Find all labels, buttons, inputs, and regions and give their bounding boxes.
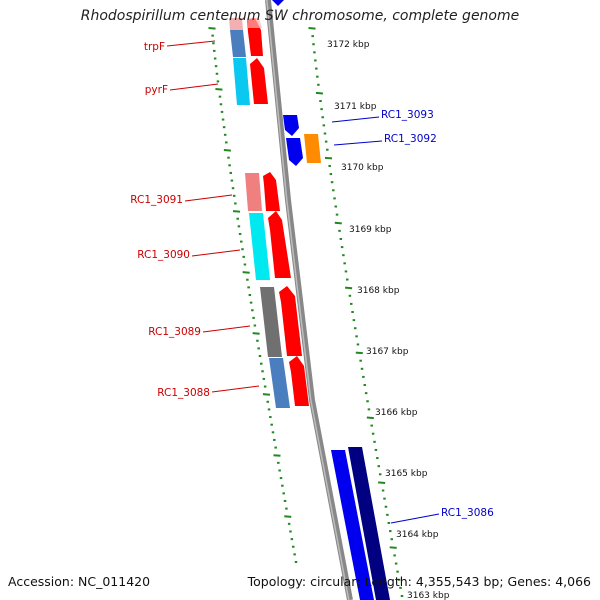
gene-arrow-trpF-cap	[247, 18, 262, 28]
kbp-tick-label: 3172 kbp	[327, 40, 370, 50]
kbp-tick-label: 3164 kbp	[396, 530, 439, 540]
plus-strand-genes	[283, 115, 390, 600]
chromosome-backbone	[265, 0, 353, 600]
gene-label-RC1_3091: RC1_3091	[130, 194, 183, 206]
gene-label-RC1_3093: RC1_3093	[381, 109, 434, 121]
kbp-tick-label: 3169 kbp	[349, 225, 392, 235]
major-tick	[308, 27, 316, 30]
minus-strand-cds-bars	[229, 18, 290, 408]
gene-bar-RC1_3086-light	[331, 450, 374, 600]
gene-arrow-RC1_3091	[263, 172, 280, 211]
major-tick	[208, 27, 216, 30]
major-tick	[378, 481, 386, 484]
gene-bar-RC1_3091	[245, 173, 262, 211]
major-tick	[315, 91, 324, 95]
leader-line	[390, 513, 440, 524]
gene-arrow-RC1_3089	[279, 286, 302, 356]
gene-bar-RC1_3089	[260, 287, 282, 357]
gene-arrow-RC1_3090	[268, 211, 291, 278]
major-tick	[366, 416, 374, 420]
gene-label-RC1_3089: RC1_3089	[148, 326, 201, 338]
leader-line	[202, 325, 251, 333]
kbp-tick-label: 3170 kbp	[341, 163, 384, 173]
gene-label-RC1_3088: RC1_3088	[157, 387, 210, 399]
major-tick	[232, 210, 241, 213]
leader-line	[184, 194, 233, 202]
major-tick	[262, 393, 271, 396]
leader-line	[166, 40, 216, 47]
major-tick	[284, 515, 292, 518]
major-tick	[215, 88, 223, 91]
chromosome-backbone-highlight	[266, 0, 350, 600]
kbp-tick-label: 3166 kbp	[375, 408, 418, 418]
gene-bar-RC1_3088	[269, 358, 290, 408]
gene-arrow-RC1_3088	[289, 356, 309, 406]
gene-label-RC1_3092: RC1_3092	[384, 133, 437, 145]
kbp-tick-label: 3163 kbp	[407, 591, 450, 600]
gene-labels: trpF pyrF RC1_3093 RC1_3092 RC1_3091 RC1…	[130, 40, 494, 524]
gene-bar-trpF-top	[229, 18, 243, 30]
major-tick	[223, 149, 231, 152]
major-tick	[242, 271, 250, 274]
gene-bar-RC1_3092	[304, 134, 321, 163]
minus-strand-gene-arrows	[247, 18, 309, 406]
kbp-tick-label: 3168 kbp	[357, 286, 400, 296]
gene-arrow-pyrF	[250, 58, 268, 104]
gene-label-RC1_3090: RC1_3090	[137, 249, 190, 261]
gene-label-trpF: trpF	[144, 41, 165, 53]
gene-bar-pyrF	[233, 58, 250, 105]
kbp-tick-label: 3171 kbp	[334, 102, 377, 112]
leader-line	[333, 140, 383, 146]
leader-line	[211, 385, 260, 393]
kbp-labels: 3172 kbp 3171 kbp 3170 kbp 3169 kbp 3168…	[327, 40, 450, 600]
gene-label-pyrF: pyrF	[145, 84, 168, 96]
major-tick	[252, 332, 260, 335]
genome-summary-text: Topology: circular; Length: 4,355,543 bp…	[247, 574, 591, 589]
major-tick	[273, 454, 281, 457]
gene-bar-RC1_3090	[249, 213, 270, 280]
major-tick	[355, 351, 363, 355]
gene-bar-trpF	[230, 30, 246, 57]
partial-gene-top	[272, 0, 284, 6]
tick-guides	[208, 27, 404, 597]
major-tick	[389, 546, 397, 549]
gene-label-RC1_3086: RC1_3086	[441, 507, 494, 519]
gene-bar-RC1_3086-dark	[348, 447, 390, 600]
major-tick	[334, 221, 342, 225]
leader-line	[169, 83, 219, 91]
kbp-tick-label: 3167 kbp	[366, 347, 409, 357]
gene-arrow-RC1_3093b	[286, 138, 303, 166]
major-tick	[324, 156, 333, 160]
map-title: Rhodospirillum centenum SW chromosome, c…	[80, 8, 520, 24]
major-tick	[344, 286, 353, 290]
gene-arrow-RC1_3093	[283, 115, 299, 136]
leader-line	[191, 249, 241, 257]
kbp-tick-label: 3165 kbp	[385, 469, 428, 479]
leader-line	[331, 116, 380, 123]
accession-text: Accession: NC_011420	[8, 574, 151, 589]
